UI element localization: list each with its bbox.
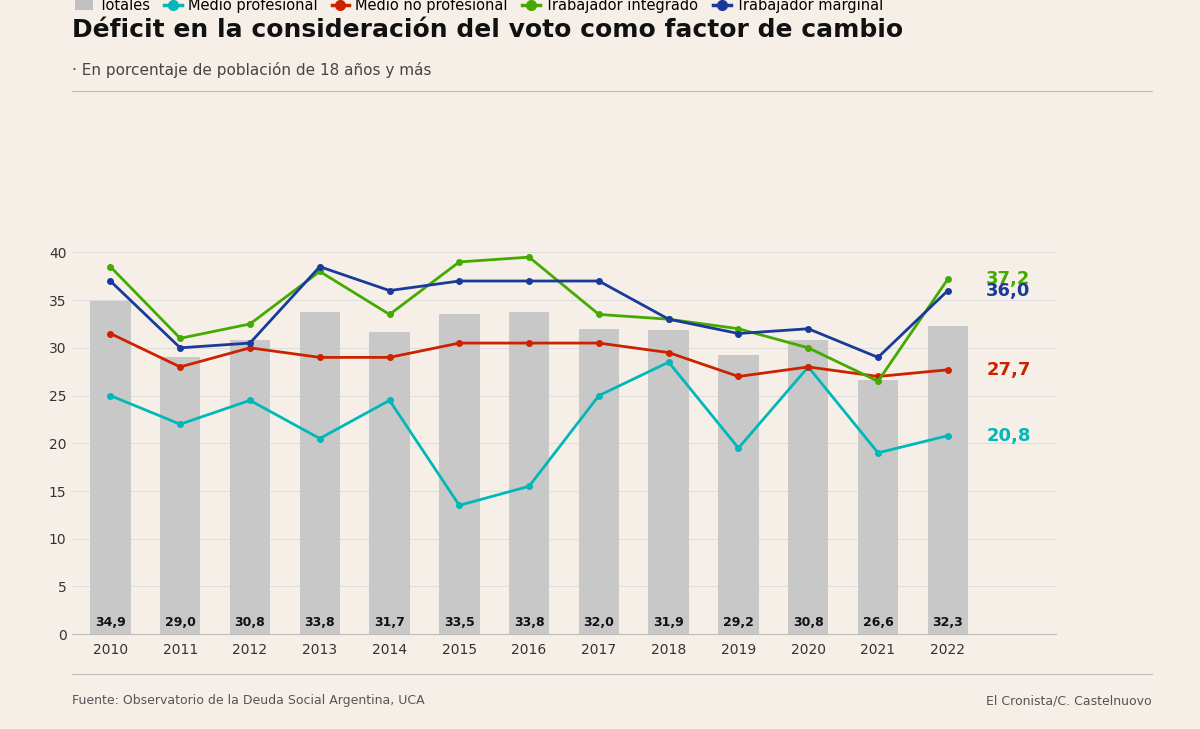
Text: El Cronista/C. Castelnuovo: El Cronista/C. Castelnuovo xyxy=(986,694,1152,707)
Text: 36,0: 36,0 xyxy=(986,281,1031,300)
Bar xyxy=(788,340,828,634)
Bar xyxy=(439,314,480,634)
Text: 31,9: 31,9 xyxy=(653,615,684,628)
Text: 30,8: 30,8 xyxy=(793,615,823,628)
Bar xyxy=(719,356,758,634)
Bar xyxy=(229,340,270,634)
Text: 31,7: 31,7 xyxy=(374,615,404,628)
Text: 33,8: 33,8 xyxy=(305,615,335,628)
Text: 29,0: 29,0 xyxy=(164,615,196,628)
Text: Déficit en la consideración del voto como factor de cambio: Déficit en la consideración del voto com… xyxy=(72,18,904,42)
Bar xyxy=(90,301,131,634)
Bar xyxy=(648,330,689,634)
Text: Fuente: Observatorio de la Deuda Social Argentina, UCA: Fuente: Observatorio de la Deuda Social … xyxy=(72,694,425,707)
Text: 33,8: 33,8 xyxy=(514,615,545,628)
Text: 20,8: 20,8 xyxy=(986,426,1031,445)
Bar xyxy=(370,332,409,634)
Bar xyxy=(928,326,968,634)
Text: · En porcentaje de población de 18 años y más: · En porcentaje de población de 18 años … xyxy=(72,62,432,78)
Text: 34,9: 34,9 xyxy=(95,615,126,628)
Text: 26,6: 26,6 xyxy=(863,615,894,628)
Text: 32,0: 32,0 xyxy=(583,615,614,628)
Text: 37,2: 37,2 xyxy=(986,270,1031,288)
Text: 30,8: 30,8 xyxy=(234,615,265,628)
Bar xyxy=(858,381,899,634)
Bar xyxy=(509,311,550,634)
Bar xyxy=(578,329,619,634)
Text: 27,7: 27,7 xyxy=(986,361,1031,379)
Text: 33,5: 33,5 xyxy=(444,615,475,628)
Legend: Totales, Medio profesional, Medio no profesional, Trabajador integrado, Trabajad: Totales, Medio profesional, Medio no pro… xyxy=(70,0,889,19)
Bar xyxy=(160,357,200,634)
Text: 29,2: 29,2 xyxy=(724,615,754,628)
Text: 32,3: 32,3 xyxy=(932,615,964,628)
Bar xyxy=(300,311,340,634)
